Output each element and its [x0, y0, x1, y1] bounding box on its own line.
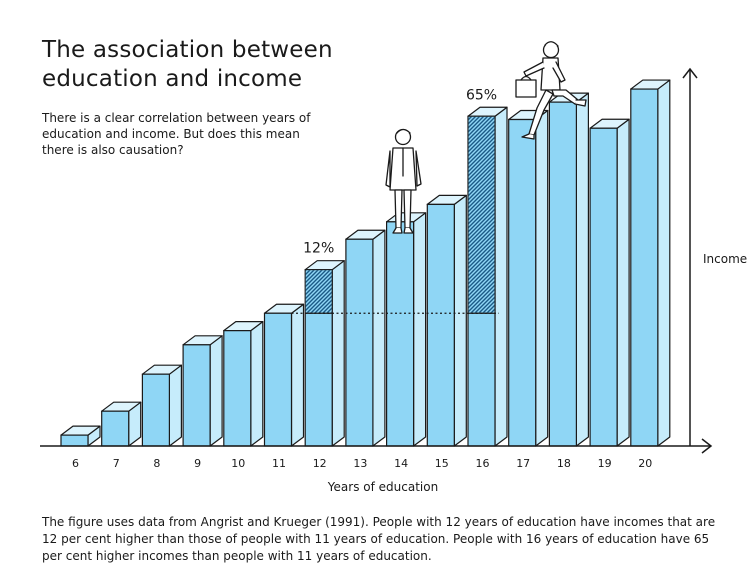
bar-20: [630, 79, 671, 447]
bar-15: [426, 194, 467, 447]
highlight-segment-12: [305, 270, 332, 313]
x-tick-label-7: 7: [113, 457, 120, 470]
x-tick-labels: 6 7 8 9 10 11 12 13 14 15 16 17 18 19 20: [72, 457, 652, 470]
bar-19: [589, 118, 630, 447]
x-tick-label-8: 8: [153, 457, 160, 470]
bar-13: [345, 229, 386, 447]
highlight-label-16: 65%: [466, 87, 497, 103]
bars-group: [60, 79, 671, 447]
figure-caption: The figure uses data from Angrist and Kr…: [42, 515, 716, 563]
highlight-label-12: 12%: [303, 241, 334, 257]
x-tick-label-18: 18: [557, 457, 571, 470]
x-axis-label: Years of education: [327, 480, 438, 494]
bar-17: [508, 109, 549, 447]
x-tick-label-17: 17: [516, 457, 530, 470]
bar-14: [386, 212, 427, 447]
page-title: The association between education and in…: [42, 36, 342, 94]
x-tick-label-20: 20: [638, 457, 652, 470]
subtitle: There is a clear correlation between yea…: [42, 111, 311, 157]
title-line-1: The association between: [42, 37, 333, 63]
x-tick-label-10: 10: [231, 457, 245, 470]
title-line-2: education and income: [42, 66, 303, 92]
x-tick-label-14: 14: [394, 457, 408, 470]
highlight-annotations: 12% 65%: [291, 87, 499, 314]
bar-7: [101, 401, 142, 447]
climbing-woman-illustration: [515, 41, 587, 140]
bar-9: [182, 335, 223, 447]
standing-man-illustration: [385, 128, 422, 234]
x-tick-label-19: 19: [598, 457, 612, 470]
y-axis-arrow: [682, 67, 698, 79]
y-axis-label: Income: [703, 252, 747, 266]
x-tick-label-12: 12: [313, 457, 327, 470]
bar-8: [141, 364, 182, 447]
x-tick-label-11: 11: [272, 457, 286, 470]
x-tick-label-15: 15: [435, 457, 449, 470]
bar-10: [223, 321, 264, 447]
x-axis-arrow: [701, 438, 713, 454]
x-tick-label-9: 9: [194, 457, 201, 470]
x-tick-label-13: 13: [353, 457, 367, 470]
bar-18: [548, 92, 589, 447]
x-tick-label-6: 6: [72, 457, 79, 470]
highlight-segment-16: [468, 116, 495, 313]
bar-6: [60, 425, 101, 447]
bar-11: [263, 303, 305, 447]
axes: [40, 67, 713, 454]
x-tick-label-16: 16: [476, 457, 490, 470]
